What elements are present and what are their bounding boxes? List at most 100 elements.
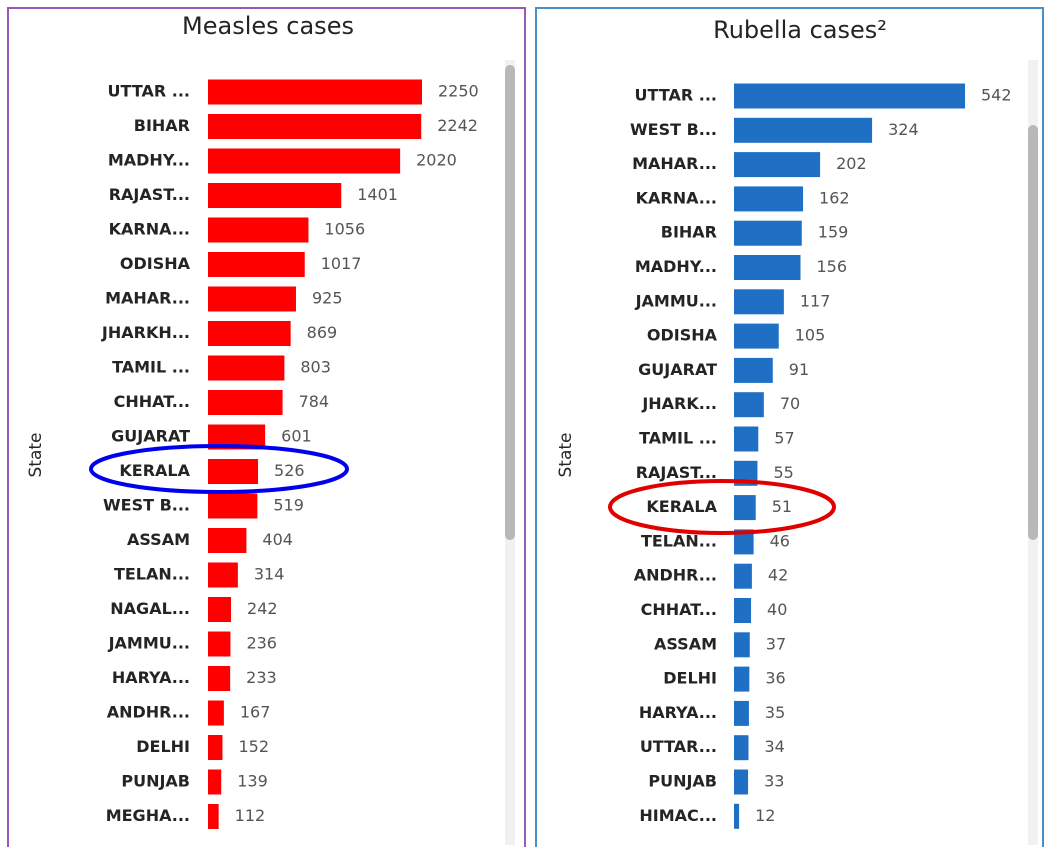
value-label: 925 [312,289,343,308]
value-label: 601 [281,427,312,446]
category-label: CHHAT... [114,392,190,411]
value-label: 314 [254,565,285,584]
value-label: 35 [765,703,785,722]
value-label: 526 [274,461,305,480]
bar [208,493,258,519]
category-label: MAHAR... [105,289,190,308]
value-label: 112 [235,806,266,825]
category-label: UTTAR ... [635,86,717,105]
value-label: 542 [981,86,1012,105]
value-label: 33 [764,772,784,791]
value-label: 105 [795,326,826,345]
bar [734,83,965,109]
bar [208,459,259,484]
value-label: 869 [307,323,338,342]
bar [208,148,401,174]
value-label: 2250 [438,82,479,101]
bar [734,186,804,212]
value-label: 139 [237,772,268,791]
category-label: BIHAR [661,223,717,242]
bar [208,79,422,105]
category-label: TELAN... [641,531,717,550]
category-label: JHARK... [641,394,717,413]
axis-label: State [556,433,576,478]
category-label: RAJAST... [636,463,717,482]
bar [734,735,749,761]
category-label: UTTAR ... [108,82,190,101]
category-label: MADHY... [635,257,717,276]
bar [208,286,296,312]
bar [734,700,749,726]
bar [734,495,756,521]
bar [208,355,285,381]
bar [734,255,801,280]
value-label: 784 [299,392,330,411]
category-label: NAGAL... [110,599,190,618]
bar [734,220,802,246]
value-label: 12 [755,806,775,825]
value-label: 233 [246,668,277,687]
category-label: KERALA [646,497,717,516]
category-label: CHHAT... [641,600,717,619]
category-label: ASSAM [654,634,717,653]
category-label: GUJARAT [111,427,190,446]
bar [734,426,759,452]
chart-title: Measles cases [182,12,354,40]
scrollbar-thumb [505,65,515,540]
bar [734,598,752,623]
value-label: 324 [888,120,919,139]
category-label: HARYA... [112,668,190,687]
category-label: TAMIL ... [112,358,190,377]
category-label: MEGHA... [106,806,190,825]
bar [208,217,309,243]
category-label: TELAN... [114,565,190,584]
category-label: GUJARAT [638,360,717,379]
bar [734,117,873,143]
bar [208,735,223,760]
category-label: JAMMU... [108,634,190,653]
category-label: HIMAC... [639,806,717,825]
value-label: 70 [780,394,800,413]
bar [734,563,752,589]
bar [208,597,232,622]
category-label: MAHAR... [632,154,717,173]
bar [734,323,779,349]
bar [734,666,750,692]
value-label: 2020 [416,151,457,170]
bar [734,392,764,418]
bar [208,252,305,277]
category-label: UTTAR... [640,737,717,756]
value-label: 34 [764,737,784,756]
highlight-circle [608,479,836,535]
category-label: PUNJAB [648,772,717,791]
axis-label: State [26,433,46,478]
category-label: DELHI [663,669,717,688]
category-label: KARNA... [109,220,190,239]
chart-title: Rubella cases² [713,16,887,44]
panel-border [535,7,1044,847]
value-label: 57 [774,429,794,448]
category-label: DELHI [136,737,190,756]
value-label: 2242 [437,116,478,135]
value-label: 1056 [324,220,365,239]
value-label: 40 [767,600,787,619]
value-label: 55 [773,463,793,482]
highlight-circle [89,444,349,494]
value-label: 519 [273,496,304,515]
value-label: 202 [836,154,867,173]
panel-border [7,7,526,847]
category-label: JAMMU... [635,291,717,310]
bar [208,666,231,691]
category-label: ODISHA [120,254,191,273]
value-label: 91 [789,360,809,379]
bar [208,562,238,588]
value-label: 242 [247,599,278,618]
value-label: 159 [818,223,849,242]
value-label: 156 [816,257,847,276]
category-label: ODISHA [647,326,718,345]
bar [734,632,750,658]
value-label: 236 [246,634,277,653]
bar [734,152,821,178]
